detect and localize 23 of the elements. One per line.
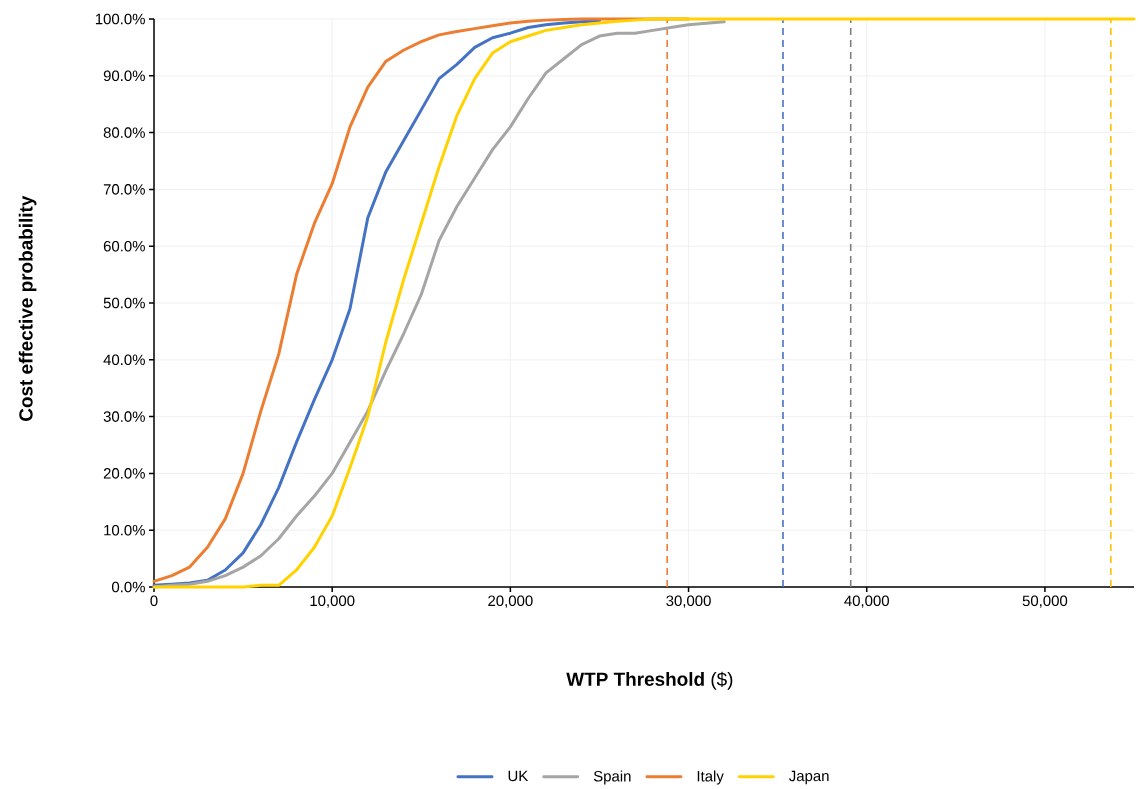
y-tick-label: 0.0%	[112, 581, 145, 593]
legend-label: Spain	[593, 770, 631, 785]
x-tick-label: 50,000	[1022, 595, 1068, 608]
x-tick-label: 0	[150, 595, 158, 607]
y-tick-label: 80.0%	[103, 127, 145, 138]
y-tick-label: 70.0%	[103, 184, 145, 195]
legend-label: Italy	[697, 770, 724, 785]
y-tick-label: 60.0%	[103, 240, 145, 252]
legend-label: Japan	[789, 770, 829, 785]
y-tick-label: 30.0%	[103, 411, 145, 422]
x-tick-label: 30,000	[666, 595, 711, 608]
y-tick-label: 90.0%	[103, 70, 145, 82]
y-tick-label: 50.0%	[103, 297, 145, 309]
y-tick-label: 20.0%	[103, 468, 145, 479]
legend-label: UK	[508, 770, 529, 782]
x-tick-label: 10,000	[310, 595, 355, 608]
x-tick-label: 40,000	[844, 595, 889, 608]
y-tick-label: 100.0%	[95, 13, 145, 25]
x-tick-label: 20,000	[488, 595, 533, 608]
y-tick-label: 40.0%	[103, 354, 145, 366]
y-axis-title: Cost effective probability	[18, 195, 37, 421]
y-tick-label: 10.0%	[104, 524, 145, 536]
x-axis-title: WTP Threshold ($)	[566, 671, 733, 690]
